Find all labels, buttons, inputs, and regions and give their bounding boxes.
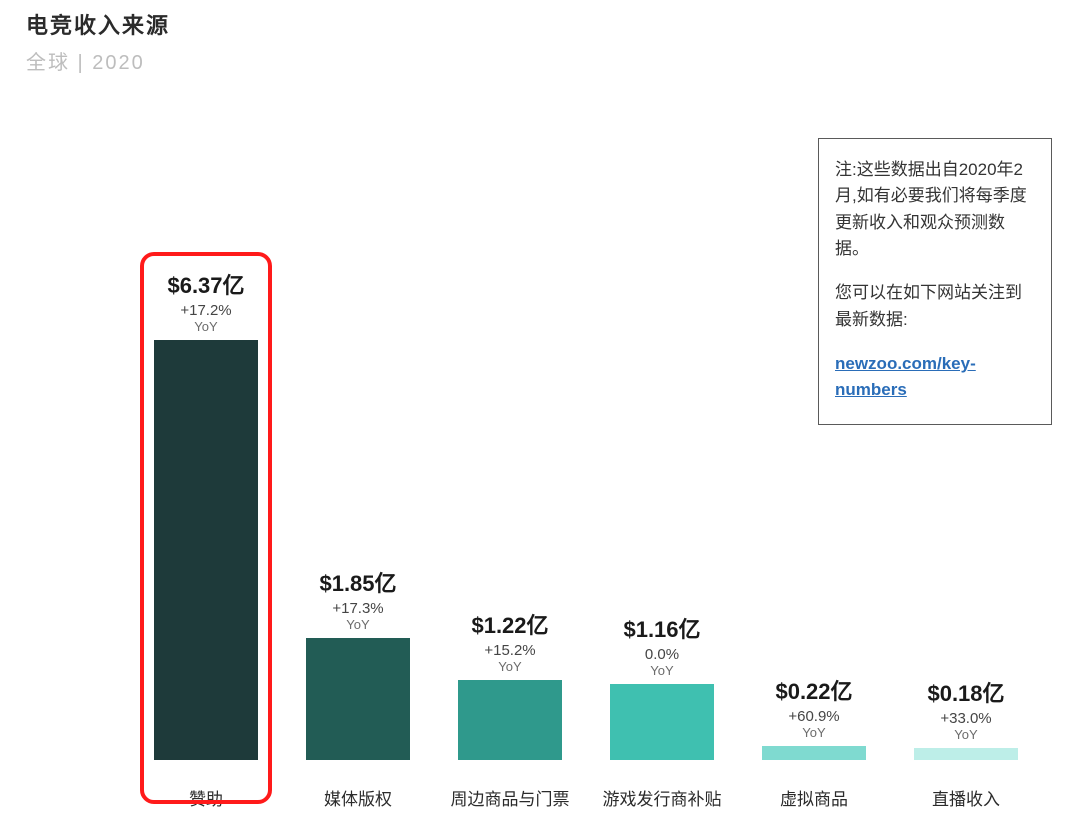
bar-category-label: 媒体版权	[278, 789, 438, 810]
bar-group: $1.16亿0.0%YoY游戏发行商补贴	[586, 240, 738, 820]
bar-group: $0.22亿+60.9%YoY虚拟商品	[738, 240, 890, 820]
bar-group: $1.85亿+17.3%YoY媒体版权	[282, 240, 434, 820]
bar-value: $0.18亿	[876, 676, 1056, 708]
bar-value-block: $1.16亿0.0%YoY	[572, 612, 752, 678]
bar-pct: +33.0%	[876, 710, 1056, 727]
bar	[154, 340, 258, 760]
bar-category-label: 虚拟商品	[734, 789, 894, 810]
page-title: 电竞收入来源	[26, 8, 170, 40]
bar-pct: +17.2%	[116, 302, 296, 319]
header: 电竞收入来源 全球 | 2020	[26, 8, 170, 75]
bar-category-label: 赞助	[126, 789, 286, 810]
bar-value: $6.37亿	[116, 268, 296, 300]
bar-group: $1.22亿+15.2%YoY周边商品与门票	[434, 240, 586, 820]
revenue-bar-chart: $6.37亿+17.2%YoY赞助$1.85亿+17.3%YoY媒体版权$1.2…	[130, 240, 1038, 820]
bar	[306, 638, 410, 760]
bar-yoy-label: YoY	[876, 727, 1056, 742]
bar-value: $1.16亿	[572, 612, 752, 644]
bar-value-block: $0.18亿 +33.0%YoY	[876, 676, 1056, 742]
bar-group: $0.18亿+33.0%YoY直播收入	[890, 240, 1042, 820]
bar	[458, 680, 562, 760]
bar-pct: 0.0%	[572, 646, 752, 663]
bar-category-label: 周边商品与门票	[430, 789, 590, 810]
bar	[762, 746, 866, 761]
bar	[610, 684, 714, 760]
bar-yoy-label: YoY	[116, 319, 296, 334]
bar-value: $1.85亿	[268, 566, 448, 598]
page-subtitle: 全球 | 2020	[26, 46, 170, 75]
bar-category-label: 直播收入	[886, 789, 1046, 810]
bar-value-block: $6.37亿 +17.2%YoY	[116, 268, 296, 334]
bar	[914, 748, 1018, 760]
bar-group: $6.37亿+17.2%YoY赞助	[130, 240, 282, 820]
bar-category-label: 游戏发行商补贴	[582, 789, 742, 810]
